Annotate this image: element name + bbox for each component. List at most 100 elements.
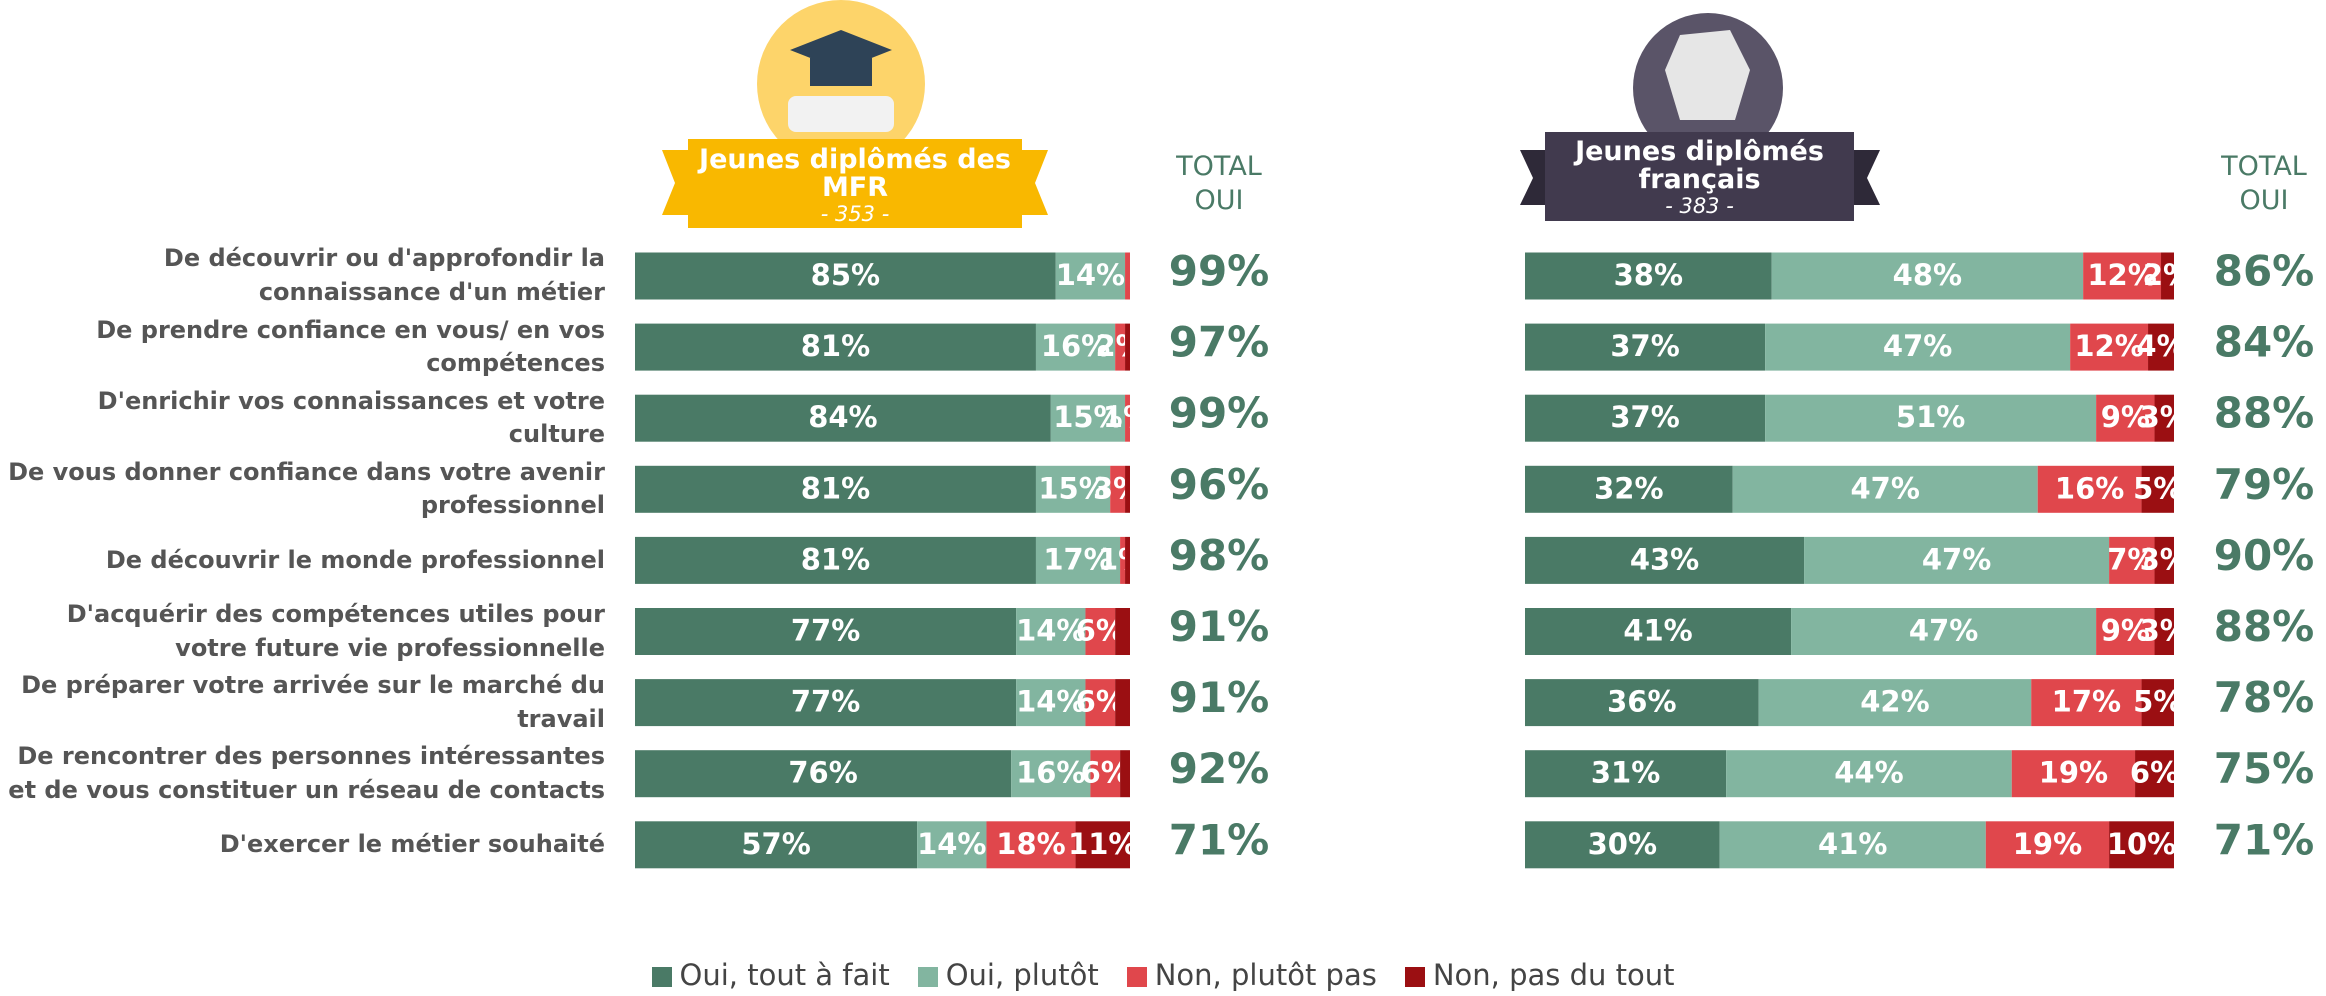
- bar-segment: [1110, 465, 1126, 513]
- category-label: De découvrir ou d'approfondir la connais…: [163, 244, 605, 306]
- bar-segment: [1525, 750, 1727, 798]
- bar-segment: [1055, 252, 1126, 300]
- total-header: TOTAL OUI: [1176, 151, 1262, 216]
- bar-segment: [1804, 536, 2110, 584]
- bar-segment: [2154, 394, 2174, 442]
- data-label: 47%: [1850, 471, 1919, 505]
- bar-segment: [1120, 536, 1126, 584]
- total-header: TOTAL OUI: [2221, 151, 2307, 216]
- bar-segment: [1765, 323, 2071, 371]
- data-label: 41%: [1818, 827, 1887, 861]
- total-value: 91%: [1169, 602, 1270, 651]
- total-value: 88%: [2214, 602, 2315, 651]
- chart-subtitle: - 353 -: [820, 201, 890, 226]
- bar-segment: [2141, 679, 2174, 727]
- total-value: 99%: [1169, 389, 1270, 438]
- total-value: 91%: [1169, 673, 1270, 722]
- data-label: 38%: [1614, 258, 1683, 292]
- legend: Oui, tout à fait Oui, plutôt Non, plutôt p…: [0, 958, 2326, 992]
- data-label: 37%: [1610, 329, 1679, 363]
- bar-segment: [2096, 608, 2155, 655]
- chart-title: Jeunes diplômés des MFR: [699, 144, 1011, 204]
- bar-segment: [1125, 394, 1130, 442]
- bar-segment: [2148, 323, 2174, 371]
- bar-segment: [1125, 465, 1130, 513]
- cap-icon: [810, 58, 872, 86]
- data-label: 4%: [2136, 329, 2185, 363]
- data-label: 14%: [1016, 614, 1085, 648]
- chart-title: Jeunes diplômés français: [1575, 136, 1824, 196]
- total-value: 98%: [1169, 531, 1270, 580]
- category-label: D'exercer le métier souhaité: [219, 830, 605, 858]
- category-label: De prendre confiance en vous/ en vos com…: [96, 315, 605, 378]
- bar-segment: [917, 821, 987, 869]
- data-label: 5%: [2133, 685, 2182, 719]
- bar-segment: [1085, 608, 1116, 655]
- data-label: 12%: [2074, 329, 2143, 363]
- bar-segment: [1075, 821, 1130, 869]
- legend-swatch: [1126, 967, 1147, 987]
- data-label: 17%: [2052, 685, 2121, 719]
- data-label: 9%: [2101, 614, 2150, 648]
- bar-segment: [1525, 323, 1766, 371]
- total-value: 99%: [1169, 247, 1270, 296]
- data-label: 16%: [1016, 756, 1085, 790]
- bar-segment: [1090, 750, 1121, 798]
- bar-segment: [1758, 679, 2032, 727]
- bar-segment: [1035, 465, 1111, 513]
- bar-segment: [2031, 679, 2142, 727]
- total-value: 97%: [1169, 318, 1270, 367]
- bar-segment: [1050, 394, 1126, 442]
- data-label: 7%: [2107, 542, 2156, 576]
- data-label: 16%: [2055, 471, 2124, 505]
- bar-segment: [1525, 536, 1805, 584]
- bar-segment: [1525, 608, 1792, 655]
- ribbon: [1520, 150, 1548, 205]
- bar-segment: [635, 608, 1017, 655]
- bar-segment: [2011, 750, 2136, 798]
- data-label: 48%: [1893, 258, 1962, 292]
- total-value: 71%: [1169, 815, 1270, 864]
- data-label: 47%: [1883, 329, 1952, 363]
- bar-segment: [1765, 394, 2097, 442]
- legend-swatch: [651, 967, 672, 987]
- bar-segment: [2154, 608, 2174, 655]
- legend-label: Oui, plutôt: [945, 958, 1099, 992]
- data-label: 37%: [1610, 400, 1679, 434]
- diploma-icon: [788, 96, 894, 132]
- bar-segment: [2083, 252, 2162, 300]
- data-label: 84%: [808, 400, 877, 434]
- legend-item: Oui, tout à fait: [651, 958, 890, 992]
- title-box: [688, 139, 1022, 228]
- ribbon: [1020, 150, 1048, 215]
- chart-title-box: Jeunes diplômés des MFR - 353 -: [688, 144, 1022, 226]
- category-label: De rencontrer des personnes intéressante…: [8, 742, 605, 804]
- data-label: 9%: [2101, 400, 2150, 434]
- bar-segment: [1525, 679, 1759, 727]
- bar-segment: [1115, 608, 1130, 655]
- data-label: 43%: [1630, 542, 1699, 576]
- data-label: 77%: [791, 685, 860, 719]
- data-label: 41%: [1623, 614, 1692, 648]
- bar-segment: [1525, 252, 1772, 300]
- bar-segment: [2109, 821, 2174, 869]
- bar-segment: [1525, 821, 1720, 869]
- legend-item: Oui, plutôt: [917, 958, 1099, 992]
- category-label: D'enrichir vos connaissances et votre cu…: [97, 386, 605, 449]
- bar-segment: [635, 750, 1012, 798]
- bar-segment: [986, 821, 1076, 869]
- bar-segment: [1115, 323, 1126, 371]
- bar-segment: [1115, 679, 1130, 727]
- data-label: 81%: [801, 329, 870, 363]
- total-value: 86%: [2214, 247, 2315, 296]
- bar-segment: [635, 394, 1051, 442]
- data-label: 47%: [1922, 542, 1991, 576]
- bar-segment: [635, 536, 1036, 584]
- total-value: 75%: [2214, 744, 2315, 793]
- legend-swatch: [917, 967, 938, 987]
- data-label: 81%: [801, 542, 870, 576]
- data-label: 14%: [917, 827, 986, 861]
- bar-segment: [2161, 252, 2174, 300]
